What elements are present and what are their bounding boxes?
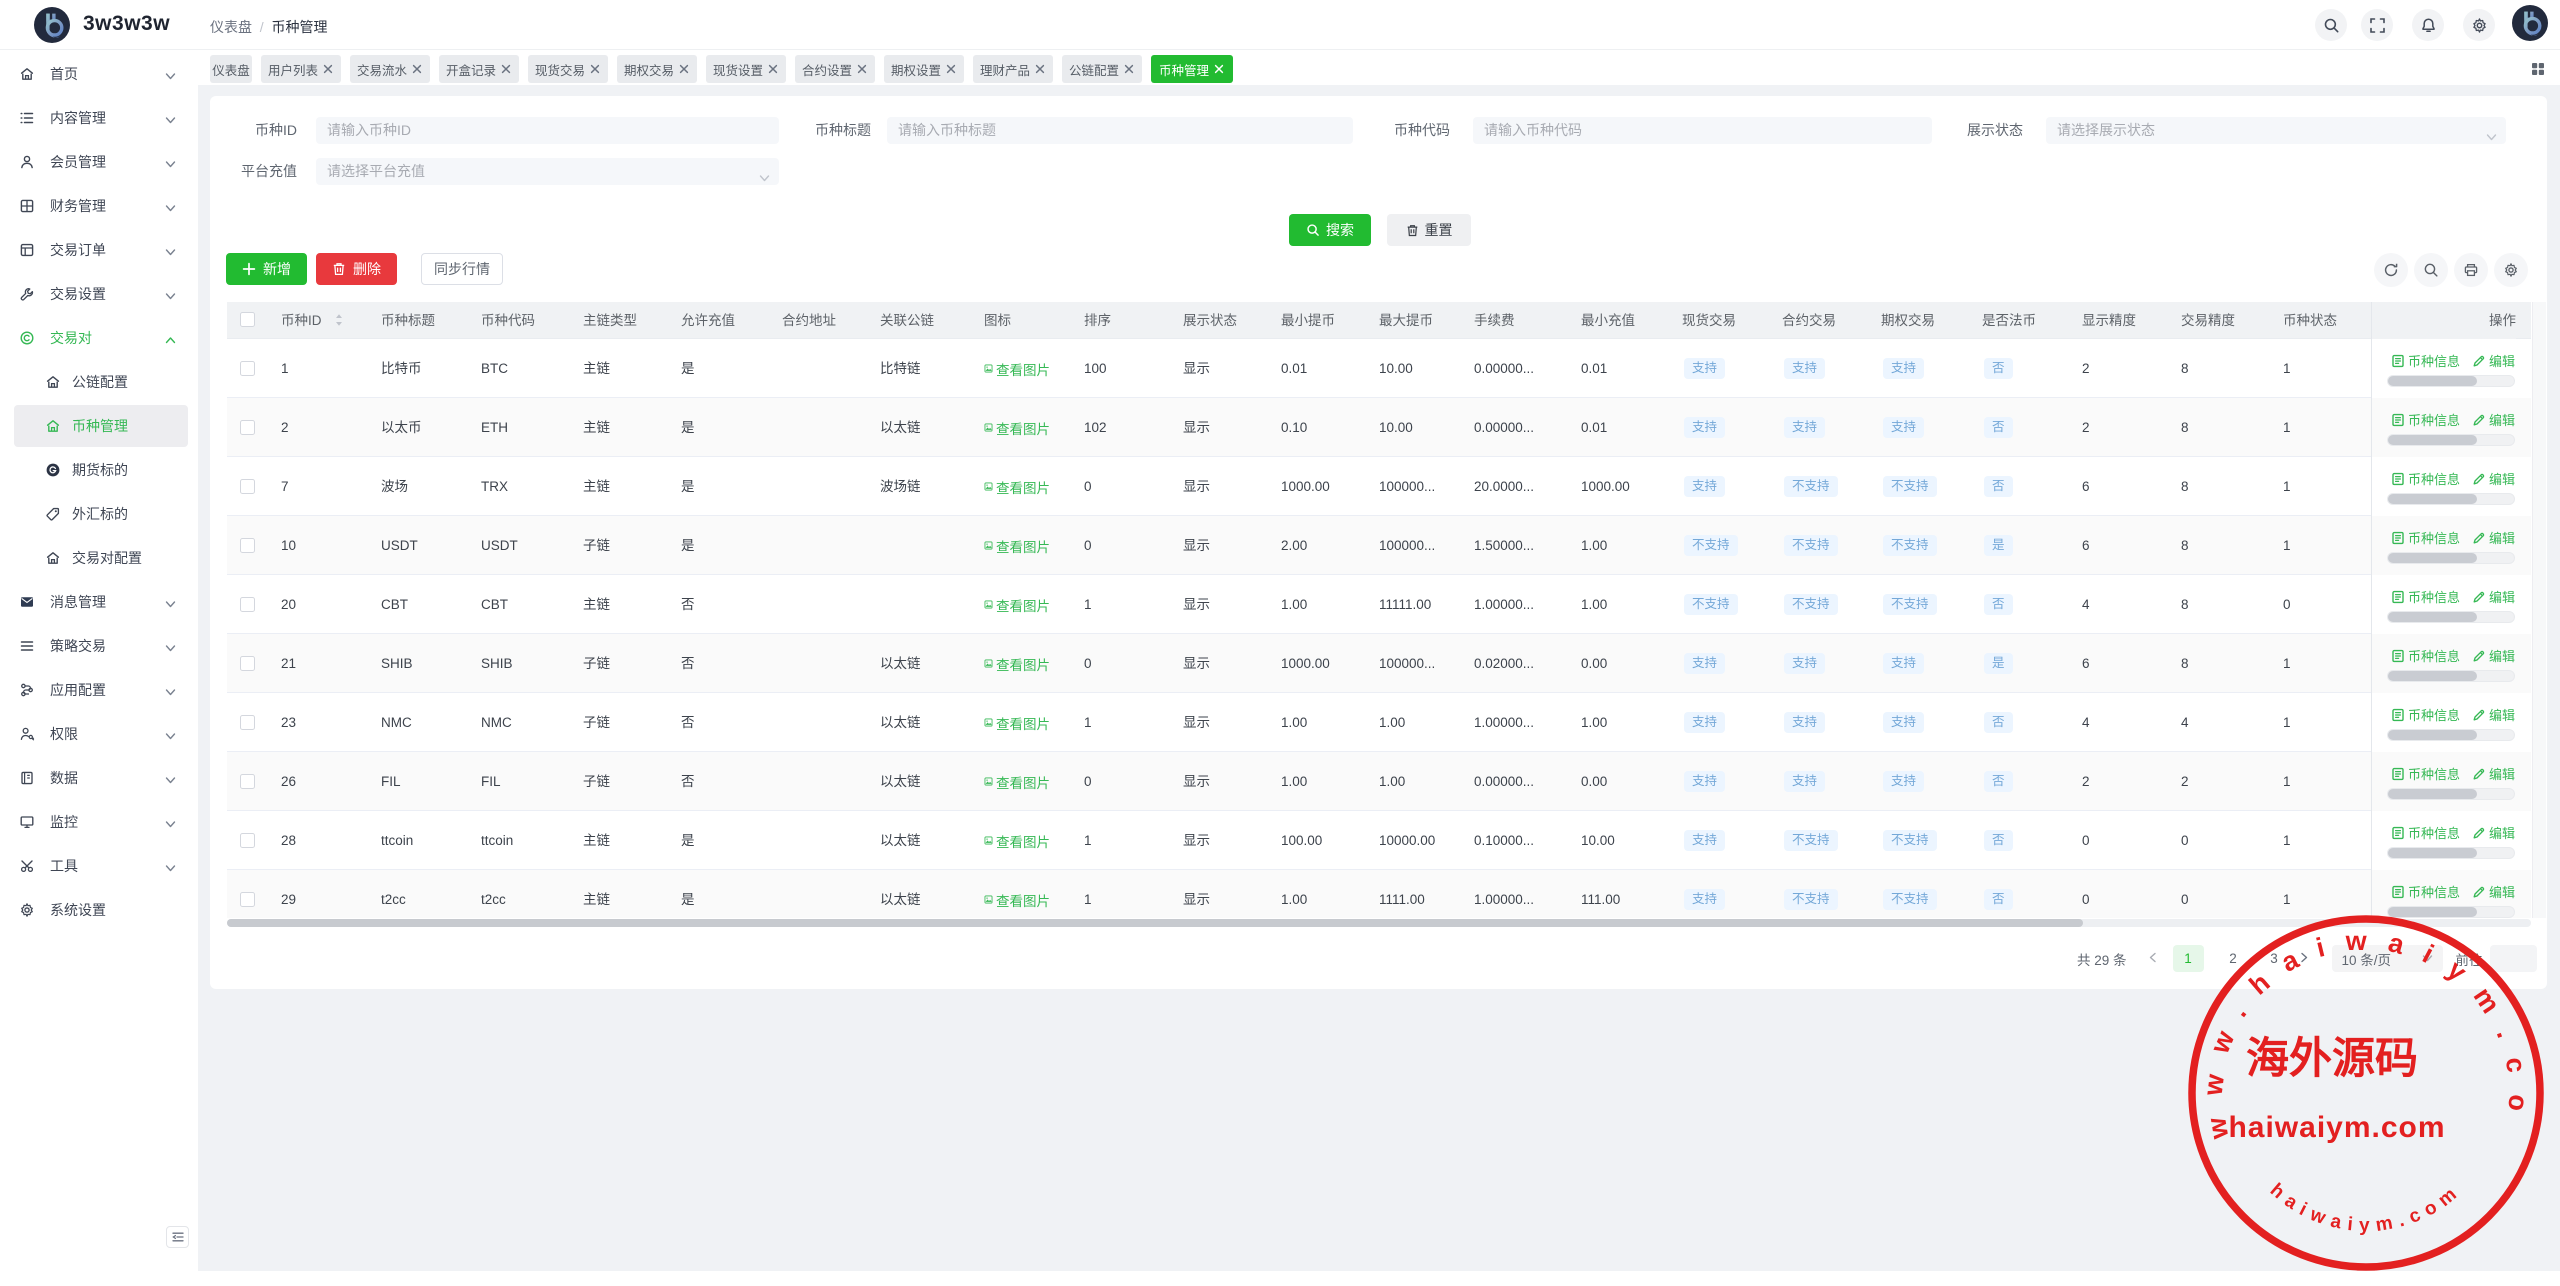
svg-text:www.haiwaiym.com: www.haiwaiym.com	[2174, 901, 2534, 1142]
svg-text:haiwaiym.com: haiwaiym.com	[2228, 1111, 2445, 1144]
svg-text:海外源码: 海外源码	[2246, 1035, 2418, 1083]
svg-text:haiwaiym.com: haiwaiym.com	[2266, 1180, 2466, 1237]
